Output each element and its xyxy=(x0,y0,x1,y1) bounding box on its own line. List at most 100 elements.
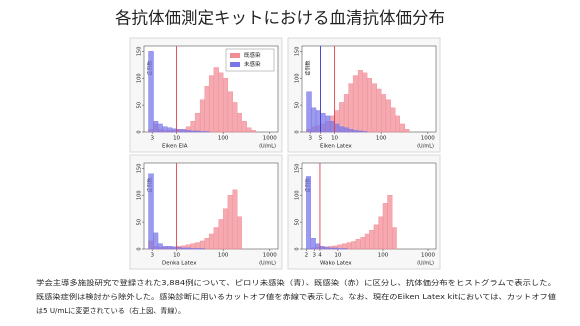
histogram-bar xyxy=(360,236,366,250)
x-tick-label: 100 xyxy=(376,136,387,142)
histogram-bar xyxy=(222,208,229,250)
histogram-bar xyxy=(171,246,177,250)
histogram-bar xyxy=(218,219,224,250)
histogram-bar xyxy=(157,123,163,133)
histogram-bar xyxy=(190,243,196,250)
y-tick-label: 0 xyxy=(295,130,301,133)
histogram-bar xyxy=(148,51,154,133)
histogram-bar xyxy=(334,123,340,133)
histogram-bar xyxy=(311,107,317,133)
histogram-bar xyxy=(366,78,373,133)
histogram-bar xyxy=(342,248,348,250)
histogram-bar xyxy=(380,94,387,133)
legend-label: 未感染 xyxy=(244,60,261,68)
histogram-bar xyxy=(194,130,201,133)
caption-line: は5 U/mLに変更されている（右上図、青線）。 xyxy=(36,306,185,315)
histogram-bar xyxy=(369,229,375,250)
y-tick-label: 150 xyxy=(137,164,143,174)
y-tick-label: 0 xyxy=(295,247,301,250)
x-tick-label: 10 xyxy=(173,253,180,259)
x-axis-label: Denka Latex xyxy=(162,261,197,267)
x-axis-label: Eiken EIA xyxy=(162,144,188,150)
y-tick-label: 50 xyxy=(295,219,301,225)
caption-line: 学会主導多施設研究で登録された3,884例について、ピロリ未感染（青）、既感染（… xyxy=(36,278,556,287)
histogram-bar xyxy=(199,240,205,250)
y-tick-label: 150 xyxy=(295,47,301,57)
histogram-bar xyxy=(208,233,215,250)
slide-title: 各抗体価測定キットにおける血清抗体価分布 xyxy=(115,9,445,28)
histogram-bar xyxy=(194,248,201,250)
histogram-bar xyxy=(376,88,382,133)
histogram-bar xyxy=(343,94,349,133)
histogram-bar xyxy=(232,189,238,250)
x-axis-label: Wako Latex xyxy=(320,261,352,267)
histogram-bar xyxy=(351,241,357,250)
histogram-bar xyxy=(399,123,405,133)
histogram-bar xyxy=(157,243,163,250)
histogram-bar xyxy=(343,127,349,133)
histogram-bar xyxy=(153,121,159,133)
histogram-bar xyxy=(176,129,182,133)
x-tick-label: 3 xyxy=(150,253,154,259)
histogram-bar xyxy=(306,176,311,250)
histogram-bar xyxy=(199,99,205,133)
legend-swatch xyxy=(230,62,240,67)
y-tick-label: 50 xyxy=(295,102,301,108)
histogram-bar xyxy=(310,238,316,250)
histogram-bar xyxy=(185,130,191,133)
histogram-bar xyxy=(348,83,354,133)
histogram-bar xyxy=(385,99,391,133)
y-tick-label: 150 xyxy=(295,164,301,174)
histogram-bar xyxy=(194,242,201,250)
x-tick-label: 3 xyxy=(308,136,312,142)
x-axis-unit: (U/mL) xyxy=(259,261,276,267)
y-tick-label: 50 xyxy=(137,102,143,108)
histogram-bar xyxy=(364,233,370,250)
histogram-bar xyxy=(320,112,326,133)
histogram-bar xyxy=(227,195,233,250)
histogram-bar xyxy=(325,115,331,133)
histogram-bar xyxy=(190,248,196,250)
histogram-bar xyxy=(251,130,256,133)
histogram-bar xyxy=(329,121,335,133)
y-tick-label: 0 xyxy=(137,247,143,250)
histogram-bar xyxy=(391,227,397,250)
x-axis-label: Eiken Latex xyxy=(320,144,352,150)
histogram-bar xyxy=(355,239,361,250)
histogram-bar xyxy=(162,246,168,250)
histogram-bar xyxy=(237,216,242,250)
histogram-bar xyxy=(362,131,368,133)
histogram-bar xyxy=(213,227,219,250)
x-axis-unit: (U/mL) xyxy=(417,261,434,267)
histogram-bar xyxy=(319,246,325,250)
x-axis-unit: (U/mL) xyxy=(417,144,434,150)
histogram-bar xyxy=(362,72,368,133)
x-tick-label: 3 xyxy=(313,253,317,259)
histogram-bar xyxy=(387,195,393,250)
histogram-bar xyxy=(357,130,363,133)
histogram-bar xyxy=(348,129,354,133)
histogram-bar xyxy=(337,248,343,250)
histogram-bar xyxy=(181,129,187,133)
histogram-bar xyxy=(357,69,363,133)
x-tick-label: 1000 xyxy=(421,136,435,142)
histogram-bar xyxy=(204,238,210,250)
x-tick-label: 10 xyxy=(331,136,338,142)
histogram-bar xyxy=(153,232,159,250)
caption-line: 既感染症例は検討から除外した。感染診断に用いるカットオフ値を赤線で表示した。なお… xyxy=(36,292,556,301)
y-tick-label: 100 xyxy=(295,190,301,200)
histogram-bar xyxy=(241,121,247,133)
histogram-bar xyxy=(352,130,359,133)
histogram-bar xyxy=(352,75,359,133)
x-tick-label: 10 xyxy=(173,136,180,142)
x-tick-label: 5 xyxy=(319,136,323,142)
x-tick-label: 10 xyxy=(334,253,341,259)
histogram-bar xyxy=(190,130,196,133)
legend-label: 既感染 xyxy=(244,51,261,59)
y-axis-label: 症例数 xyxy=(305,60,312,75)
y-tick-label: 150 xyxy=(137,47,143,57)
histogram-bar xyxy=(227,91,233,133)
histogram-bar xyxy=(213,67,219,133)
legend-swatch xyxy=(230,53,240,58)
